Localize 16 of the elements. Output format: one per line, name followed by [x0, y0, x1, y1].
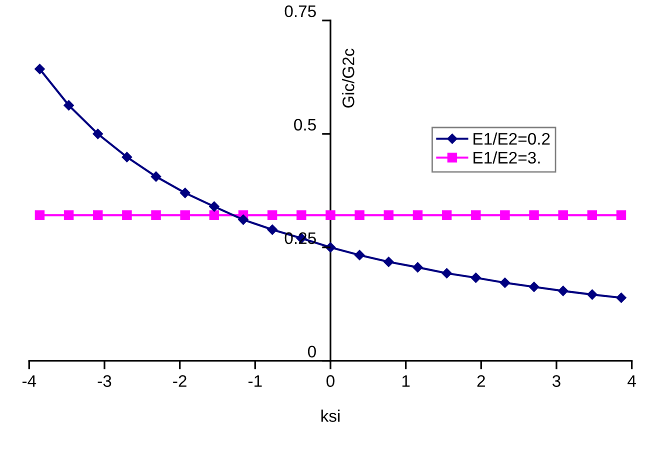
x-tick-label: 1 — [402, 375, 410, 387]
x-tick-label: -3 — [98, 375, 112, 387]
legend-label: E1/E2=0.2 — [474, 132, 550, 145]
x-tick-label: 2 — [477, 375, 485, 387]
y-tick-label: 0.5 — [294, 118, 316, 131]
x-axis-title: ksi — [321, 410, 340, 422]
x-tick-label: 0 — [326, 375, 334, 387]
x-tick-label: -2 — [173, 375, 186, 387]
y-tick-label: 0 — [308, 346, 316, 358]
x-tick-label: -4 — [22, 375, 36, 387]
legend-label: E1/E2=3. — [474, 151, 540, 164]
y-tick-label: 0.75 — [284, 5, 316, 18]
y-axis-title: Gic/G2c — [342, 48, 354, 108]
x-tick-label: 3 — [552, 375, 560, 387]
x-tick-label: 4 — [628, 375, 636, 387]
x-tick-label: -1 — [248, 375, 262, 387]
